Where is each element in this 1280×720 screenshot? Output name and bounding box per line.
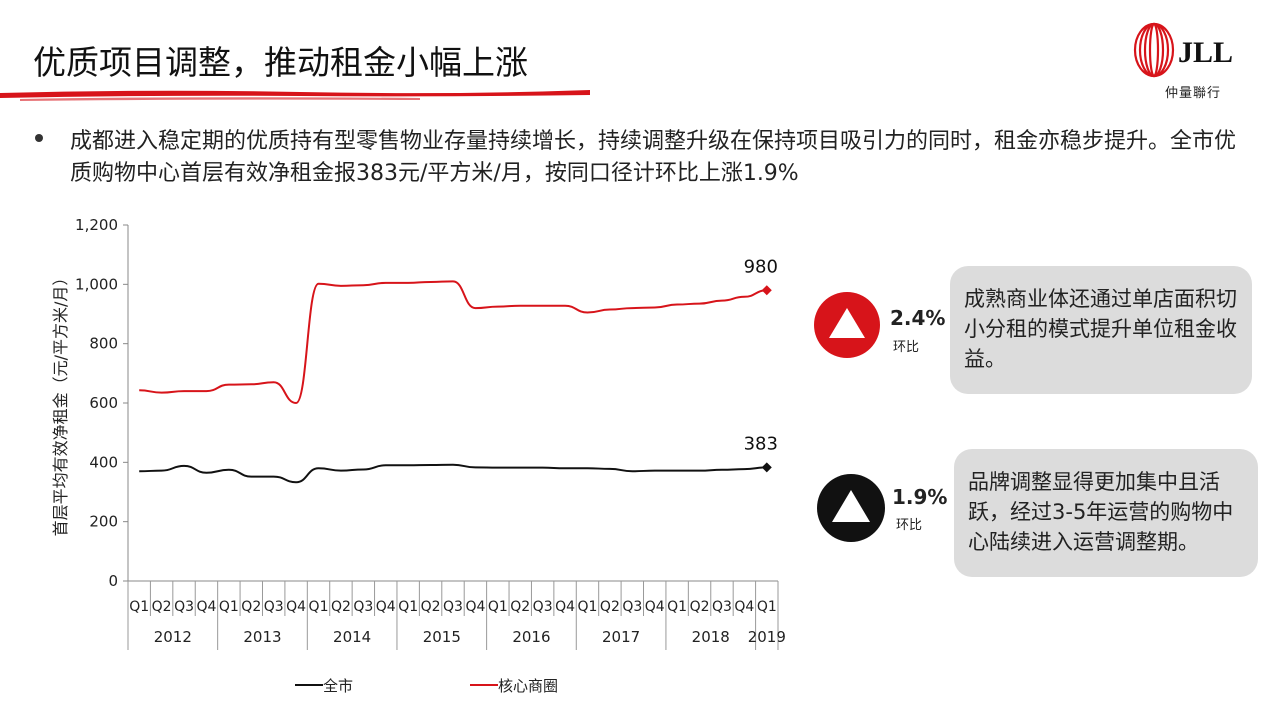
- y-tick-label: 400: [89, 453, 118, 471]
- end-value-label: 980: [744, 256, 778, 277]
- legend-label: 全市: [323, 677, 353, 695]
- black-badge-percent: 1.9%: [892, 485, 948, 509]
- x-tick-label: Q1: [488, 599, 508, 615]
- x-tick-label: Q3: [174, 599, 194, 615]
- x-tick-label: Q2: [510, 599, 530, 615]
- red-brush-underline: [0, 90, 590, 101]
- x-tick-label: Q3: [264, 599, 284, 615]
- bullet-dot: [35, 134, 43, 142]
- callout-citywide: 品牌调整显得更加集中且活跃，经过3-5年运营的购物中心陆续进入运营调整期。: [954, 449, 1258, 577]
- red-badge-percent: 2.4%: [890, 306, 946, 330]
- x-tick-label: Q3: [353, 599, 373, 615]
- x-tick-label: Q2: [600, 599, 620, 615]
- x-tick-label: Q4: [286, 599, 306, 615]
- end-point-marker: [761, 285, 772, 296]
- y-tick-label: 0: [108, 572, 118, 590]
- x-tick-label: Q4: [734, 599, 754, 615]
- year-label: 2016: [512, 628, 550, 646]
- x-tick-label: Q2: [421, 599, 441, 615]
- x-tick-label: Q1: [309, 599, 329, 615]
- x-tick-label: Q4: [555, 599, 575, 615]
- bullet-text: 成都进入稳定期的优质持有型零售物业存量持续增长，持续调整升级在保持项目吸引力的同…: [70, 129, 1237, 186]
- x-tick-label: Q3: [712, 599, 732, 615]
- logo-text: JLL: [1178, 36, 1233, 69]
- y-axis-title: 首层平均有效净租金（元/平方米/月）: [51, 270, 70, 537]
- x-tick-label: Q1: [129, 599, 149, 615]
- legend-label: 核心商圈: [498, 677, 558, 695]
- logo-subtitle: 仲量聯行: [1165, 86, 1222, 101]
- year-label: 2013: [243, 628, 281, 646]
- black-badge: [817, 474, 885, 542]
- x-tick-label: Q1: [219, 599, 239, 615]
- y-tick-label: 1,000: [75, 275, 118, 293]
- year-label: 2015: [423, 628, 461, 646]
- y-tick-label: 600: [89, 394, 118, 412]
- y-tick-label: 200: [89, 513, 118, 531]
- series-line-core-district: [139, 280, 767, 405]
- x-tick-label: Q1: [757, 599, 777, 615]
- end-point-marker: [761, 462, 772, 473]
- year-label: 2017: [602, 628, 640, 646]
- y-tick-label: 800: [89, 335, 118, 353]
- year-label: 2012: [154, 628, 192, 646]
- red-badge: [814, 292, 880, 358]
- year-label: 2018: [692, 628, 730, 646]
- y-tick-label: 1,200: [75, 216, 118, 234]
- year-label: 2019: [748, 628, 786, 646]
- jll-logo-mark: JLL: [1133, 22, 1233, 78]
- red-badge-label: 环比: [893, 340, 920, 355]
- x-tick-label: Q1: [667, 599, 687, 615]
- x-tick-label: Q4: [196, 599, 216, 615]
- rent-line-chart: 0 200 400 600 800 1,000 1,200 首层平均有效净租金（元/平方米/月…: [51, 216, 786, 695]
- up-triangle-icon: [829, 308, 865, 338]
- x-tick-label: Q1: [578, 599, 598, 615]
- x-tick-label: Q3: [622, 599, 642, 615]
- x-tick-label: Q2: [241, 599, 261, 615]
- x-tick-label: Q4: [465, 599, 485, 615]
- x-tick-label: Q2: [331, 599, 351, 615]
- x-tick-label: Q1: [398, 599, 418, 615]
- x-tick-label: Q3: [533, 599, 553, 615]
- callout-core-district: 成熟商业体还通过单店面积切小分租的模式提升单位租金收益。: [950, 266, 1252, 394]
- x-tick-label: Q4: [645, 599, 665, 615]
- x-tick-label: Q3: [443, 599, 463, 615]
- x-tick-label: Q4: [376, 599, 396, 615]
- slide-title: 优质项目调整，推动租金小幅上涨: [33, 43, 528, 82]
- year-label: 2014: [333, 628, 371, 646]
- x-tick-label: Q2: [690, 599, 710, 615]
- up-triangle-icon: [832, 490, 870, 522]
- x-tick-label: Q2: [152, 599, 172, 615]
- end-value-label: 383: [744, 433, 778, 454]
- series-line-citywide: [139, 463, 767, 484]
- jll-logo: JLL: [1130, 22, 1250, 102]
- black-badge-label: 环比: [896, 518, 923, 533]
